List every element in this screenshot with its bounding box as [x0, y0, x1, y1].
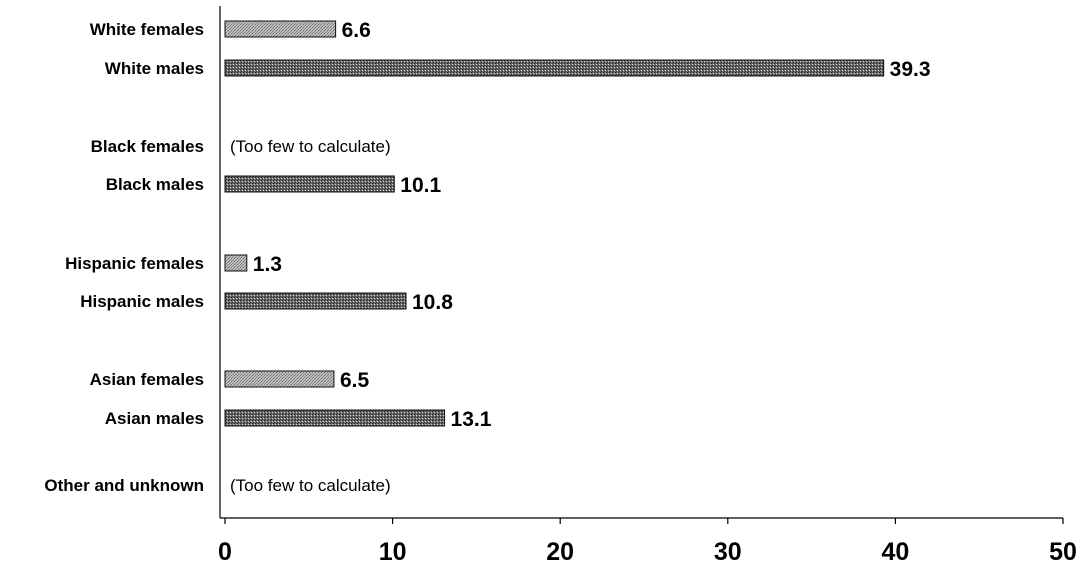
value-label-asian-females: 6.5: [340, 369, 370, 392]
value-label-white-males: 39.3: [890, 58, 931, 81]
x-tick-label-0: 0: [218, 538, 232, 566]
category-label-hispanic-males: Hispanic males: [80, 292, 204, 311]
category-label-other-and-unknown: Other and unknown: [44, 476, 204, 495]
category-label-black-females: Black females: [91, 137, 204, 156]
x-tick-label-50: 50: [1049, 538, 1077, 566]
value-label-asian-males: 13.1: [451, 408, 492, 431]
category-label-white-females: White females: [90, 20, 204, 39]
note-too-few-other-and-unknown: (Too few to calculate): [230, 476, 391, 495]
category-label-white-males: White males: [105, 59, 204, 78]
value-label-white-females: 6.6: [342, 19, 371, 42]
x-tick-label-20: 20: [546, 538, 574, 566]
bar-hispanic-females: [224, 254, 248, 272]
x-tick-label-30: 30: [714, 538, 742, 566]
note-too-few-black-females: (Too few to calculate): [230, 137, 391, 156]
value-label-hispanic-males: 10.8: [412, 291, 453, 314]
bar-hispanic-males: [224, 292, 407, 310]
x-tick-label-40: 40: [881, 538, 909, 566]
category-label-asian-males: Asian males: [105, 409, 204, 428]
value-label-black-males: 10.1: [400, 174, 441, 197]
category-label-hispanic-females: Hispanic females: [65, 254, 204, 273]
bars-layer: 6.6 39.3 (Too few to calculate) 10.1 1.3 10.8…: [224, 19, 931, 495]
x-tick-label-10: 10: [379, 538, 407, 566]
bar-asian-males: [224, 409, 446, 427]
category-label-asian-females: Asian females: [90, 370, 204, 389]
category-label-black-males: Black males: [106, 175, 204, 194]
bar-white-males: [224, 59, 885, 77]
value-label-hispanic-females: 1.3: [253, 253, 282, 276]
axes: White females White males Black females Bla…: [44, 6, 1077, 566]
bar-black-males: [224, 175, 395, 193]
bar-white-females: [224, 20, 337, 38]
bar-asian-females: [224, 370, 335, 388]
